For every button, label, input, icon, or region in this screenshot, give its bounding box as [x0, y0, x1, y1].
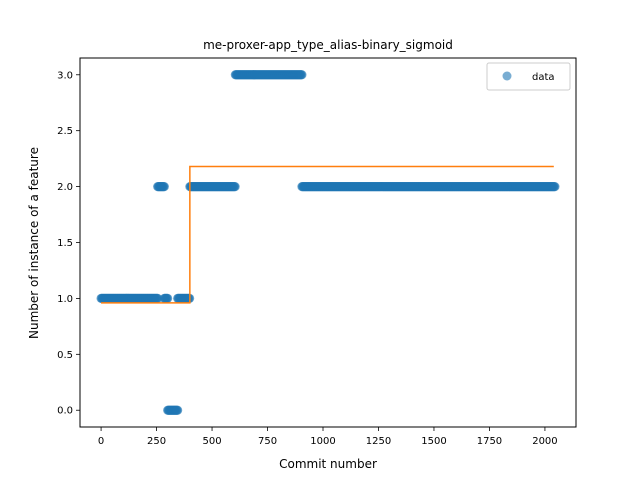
data-point [159, 181, 169, 192]
data-run-1 [153, 181, 169, 192]
series-data [96, 70, 560, 415]
x-tick-label: 2000 [532, 436, 557, 447]
plot-frame [79, 57, 577, 428]
y-axis-label: Number of instance of a feature [27, 147, 41, 339]
x-tick-label: 750 [258, 436, 277, 447]
data-run-7 [297, 181, 560, 192]
legend-marker-data [502, 71, 512, 81]
x-axis: 0 250 500 750 1000 1250 1500 1750 2000 [98, 427, 558, 447]
x-tick-label: 500 [202, 436, 221, 447]
legend-box [486, 62, 571, 91]
data-point [173, 405, 183, 415]
data-point [550, 181, 560, 192]
y-tick-label: 1.5 [57, 238, 73, 249]
data-run-2 [159, 293, 173, 304]
data-run-4 [173, 293, 195, 304]
x-tick-label: 1000 [310, 436, 335, 447]
y-tick-label: 0.5 [57, 350, 73, 361]
y-tick-label: 2.0 [57, 182, 73, 193]
data-run-0 [96, 293, 163, 304]
x-tick-label: 0 [98, 436, 104, 447]
data-point [153, 293, 163, 304]
y-tick-label: 0.0 [57, 406, 73, 417]
data-point [230, 181, 240, 192]
legend-label-data: data [532, 72, 555, 83]
x-tick-label: 1250 [366, 436, 391, 447]
fit-line [101, 165, 554, 304]
y-tick-label: 1.0 [57, 294, 73, 305]
y-tick-label: 3.0 [57, 70, 73, 81]
plot-area [96, 70, 560, 415]
data-point [163, 293, 173, 304]
y-axis: 0.0 0.5 1.0 1.5 2.0 2.5 3.0 [57, 70, 80, 417]
data-run-3 [163, 405, 183, 415]
y-tick-label: 2.5 [57, 126, 73, 137]
data-run-6 [230, 70, 307, 80]
x-tick-label: 1500 [421, 436, 446, 447]
data-run-5 [185, 181, 240, 192]
chart-title: me-proxer-app_type_alias-binary_sigmoid [203, 38, 453, 52]
x-tick-label: 1750 [477, 436, 502, 447]
legend: data [486, 62, 571, 91]
data-point [297, 70, 307, 80]
x-axis-label: Commit number [279, 457, 377, 471]
x-tick-label: 250 [147, 436, 166, 447]
